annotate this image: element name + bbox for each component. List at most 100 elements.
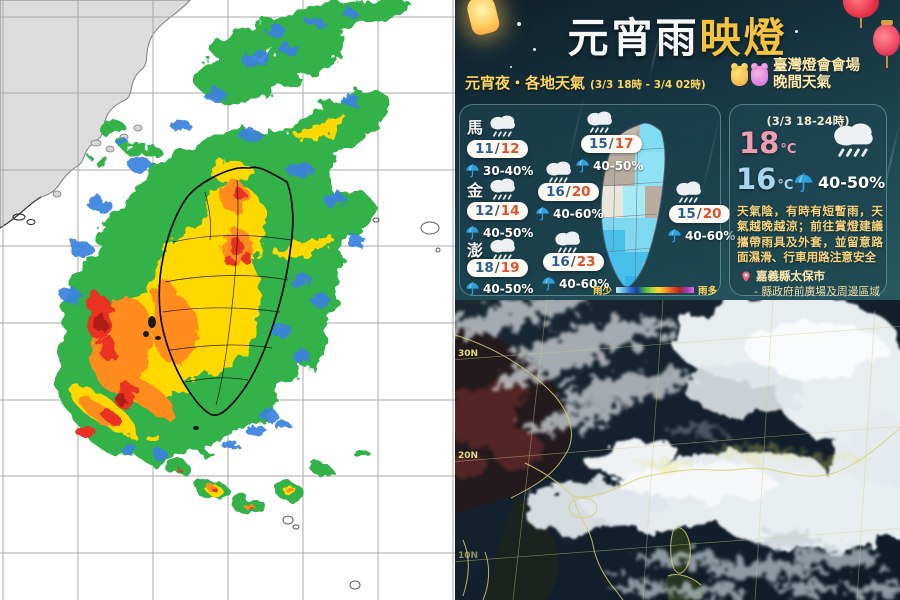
station-name: 金 xyxy=(467,181,484,200)
star-dot xyxy=(517,22,521,26)
lat-label-30n: 30N xyxy=(458,349,478,359)
venue-header: 臺灣燈會會場 晚間天氣 xyxy=(773,58,860,92)
radar-map xyxy=(0,0,455,600)
radar-china-land xyxy=(0,0,191,229)
radar-echo-darkred xyxy=(94,312,124,405)
temp-low: 15 xyxy=(589,136,608,152)
subtitle: 元宵夜・各地天氣 (3/3 18時 - 3/4 02時) xyxy=(465,72,706,93)
temp-separator: / xyxy=(494,260,500,276)
temp-range-pill: 15/17 xyxy=(581,135,642,153)
pop-value: 40-60% xyxy=(685,228,736,243)
temp-low: 11 xyxy=(475,141,494,157)
temp-high: 20 xyxy=(571,184,591,200)
temp-low: 16 xyxy=(546,184,565,200)
temp-high: 14 xyxy=(500,203,520,219)
rain-cloud-icon xyxy=(825,118,883,162)
location-pin-icon xyxy=(740,269,752,284)
station-kinmen: 金 xyxy=(467,175,521,203)
lat-label-20n: 20N xyxy=(458,451,478,461)
satellite-coastlines xyxy=(454,334,900,600)
rain-probability: 40-50% xyxy=(465,281,533,296)
umbrella-icon xyxy=(575,158,590,173)
temp-high: 20 xyxy=(702,206,722,222)
red-lantern-icon xyxy=(873,20,900,68)
mascots xyxy=(731,63,768,86)
temp-unit: °C xyxy=(777,178,794,193)
bear-mascot-icon xyxy=(751,63,768,86)
venue-header-line2: 晚間天氣 xyxy=(773,75,831,91)
rain-cloud-icon xyxy=(550,228,586,256)
temp-value: 16 xyxy=(736,162,777,196)
pop-value: 40-50% xyxy=(818,173,886,192)
temp-high: 19 xyxy=(500,260,520,276)
penghu-dot xyxy=(590,203,594,207)
temp-separator: / xyxy=(696,206,702,222)
radar-taiwan-outline xyxy=(143,166,441,590)
temp-range-pill: 11/12 xyxy=(467,140,528,158)
temp-range-pill: 16/23 xyxy=(543,253,604,271)
rain-probability: 40-60% xyxy=(667,228,735,243)
subtitle-period: (3/3 18時 - 3/4 02時) xyxy=(590,79,706,91)
location-name: 嘉義縣太保市 xyxy=(756,269,825,283)
title-white-part: 元宵雨 xyxy=(567,14,700,62)
rain-probability: 40-60% xyxy=(535,206,603,221)
rain-cloud-icon xyxy=(541,158,577,186)
subtitle-label: 元宵夜・各地天氣 xyxy=(465,74,586,92)
umbrella-icon xyxy=(465,281,480,296)
right-column: 元宵雨映燈 元宵夜・各地天氣 (3/3 18時 - 3/4 02時) 臺灣燈會會… xyxy=(444,0,900,600)
pop-value: 40-60% xyxy=(553,206,604,221)
bear-mascot-icon xyxy=(731,63,748,86)
venue-period: (3/3 18-24時) xyxy=(766,114,850,128)
venue-temp-late: 16 °C xyxy=(736,162,793,196)
temp-range-pill: 16/20 xyxy=(538,183,599,201)
umbrella-icon xyxy=(535,206,550,221)
temp-separator: / xyxy=(494,141,500,157)
temp-low: 16 xyxy=(551,254,570,270)
venue-description: 天氣陰，有時有短暫雨，天氣越晚越涼；前往賞燈建議攜帶雨具及外套，並留意路面濕滑、… xyxy=(737,204,883,265)
umbrella-icon xyxy=(667,228,682,243)
temp-low: 18 xyxy=(475,260,494,276)
rain-probability: 30-40% xyxy=(465,163,533,178)
page-title: 元宵雨映燈 xyxy=(455,4,900,64)
star-dot xyxy=(510,66,512,68)
rain-probability: 40-50% xyxy=(465,225,533,240)
red-lantern-icon xyxy=(843,0,879,28)
rain-cloud-icon xyxy=(485,175,521,203)
station-penghu: 澎 xyxy=(467,235,521,263)
legend-less-label: 雨少 xyxy=(593,286,613,297)
taiwan-forecast-map xyxy=(590,122,666,288)
temp-separator: / xyxy=(608,136,614,152)
venue-header-line1: 臺灣燈會會場 xyxy=(773,58,860,74)
temp-separator: / xyxy=(494,203,500,219)
pop-value: 40-50% xyxy=(483,225,534,240)
temp-low: 12 xyxy=(475,203,494,219)
temp-unit: °C xyxy=(780,142,797,157)
rain-amount-legend: 雨少 雨多 xyxy=(593,283,717,297)
pop-value: 40-60% xyxy=(559,276,610,291)
lantern-festival-infographic: 元宵雨映燈 元宵夜・各地天氣 (3/3 18時 - 3/4 02時) 臺灣燈會會… xyxy=(455,0,900,300)
satellite-image: 30N 20N 10N xyxy=(444,294,900,600)
title-gold-part: 映燈 xyxy=(699,14,788,62)
venue-temp-evening: 18 °C xyxy=(739,126,796,160)
temp-value: 18 xyxy=(739,126,780,160)
pop-value: 30-40% xyxy=(483,163,534,178)
rain-probability: 40-50% xyxy=(575,158,643,173)
temp-range-pill: 12/14 xyxy=(467,202,528,220)
rain-cloud-icon xyxy=(582,108,618,136)
temp-separator: / xyxy=(570,254,576,270)
umbrella-icon xyxy=(541,276,556,291)
satellite-svg: 30N 20N 10N xyxy=(444,294,900,600)
venue-rain-probability: 40-50% xyxy=(793,172,885,193)
satellite-graticule xyxy=(449,299,900,600)
radar-svg xyxy=(0,0,455,600)
radar-echo-blue xyxy=(60,10,365,460)
rain-cloud-icon xyxy=(671,178,707,206)
station-name: 澎 xyxy=(467,241,484,260)
umbrella-icon xyxy=(793,172,814,193)
rain-probability: 40-60% xyxy=(541,276,609,291)
radar-echo-orange xyxy=(79,180,295,509)
lat-label-10n: 10N xyxy=(458,551,478,561)
legend-gradient-bar xyxy=(616,287,695,293)
station-name: 馬 xyxy=(467,118,484,137)
